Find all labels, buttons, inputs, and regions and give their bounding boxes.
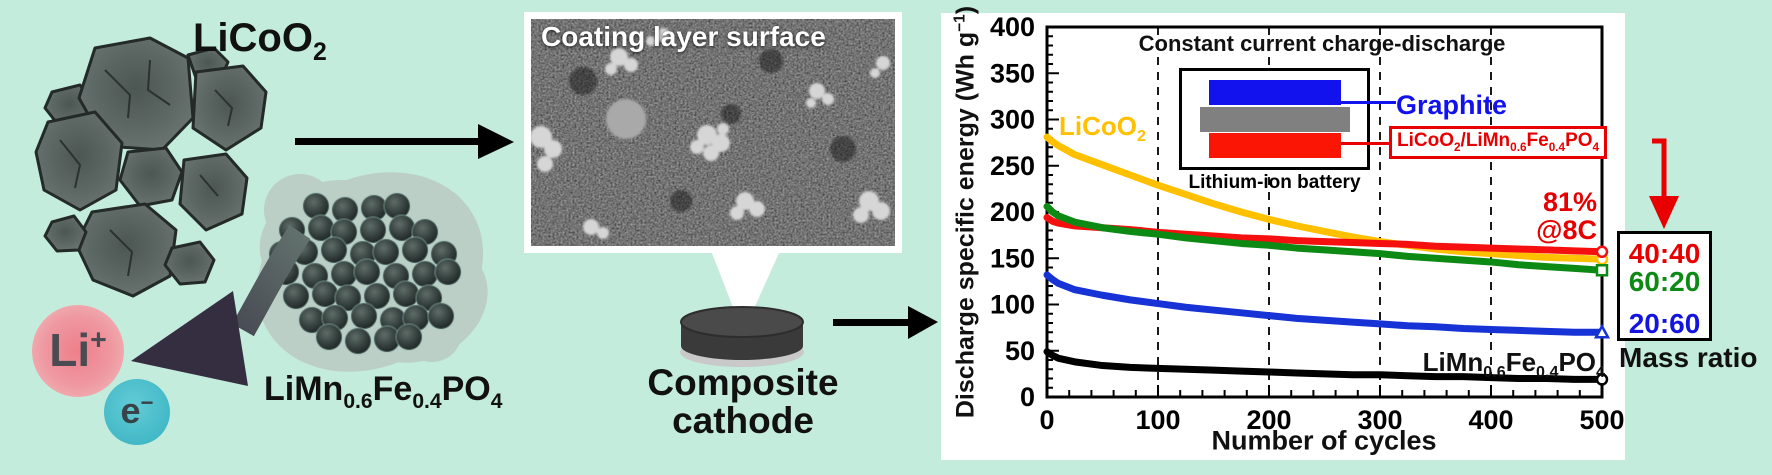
x-tick-label: 0: [1039, 405, 1054, 435]
y-tick-label: 250: [990, 151, 1035, 181]
licoo2-series-label: LiCoO2: [1059, 111, 1146, 146]
mass-ratio-40-40: 40:40: [1628, 238, 1701, 269]
mass-ratio-box: 40:40 60:20 20:60: [1617, 231, 1712, 341]
y-tick-label: 400: [990, 13, 1035, 42]
series-curve: [1043, 133, 1606, 263]
limnfepo4-particle: [392, 280, 420, 308]
y-axis-title: Discharge specific energy (Wh g−1): [951, 5, 980, 419]
cathode-connector-line: [1341, 142, 1389, 145]
series-curve: [1043, 348, 1606, 383]
sem-image: [530, 19, 895, 246]
cathode-layer: [1209, 133, 1341, 158]
battery-caption: Lithium-ion battery: [1188, 172, 1361, 193]
x-tick-label: 500: [1579, 405, 1624, 435]
limnfepo4-series-label: LiMn0.6Fe0.4PO4: [1422, 347, 1605, 382]
capacity-retention-label: 81% @8C: [1536, 187, 1597, 246]
limnfepo4-particle: [320, 236, 348, 264]
y-tick-label: 200: [990, 197, 1035, 227]
x-axis-title: Number of cycles: [1211, 425, 1437, 456]
y-tick-label: 350: [990, 58, 1035, 88]
x-tick-label: 100: [1135, 405, 1180, 435]
y-tick-label: 50: [1005, 336, 1035, 366]
x-tick-label: 300: [1357, 405, 1402, 435]
series-curve: [1043, 271, 1606, 336]
limnfepo4-particle: [353, 258, 381, 286]
curved-arrow-icon: [131, 225, 311, 386]
funnel-callout: [712, 253, 779, 333]
limnfepo4-particle: [334, 284, 362, 312]
limnfepo4-particle: [350, 302, 378, 330]
limnfepo4-particle: [330, 260, 358, 288]
composite-cathode-caption: Composite cathode: [647, 362, 839, 441]
inset-title: Constant current charge-discharge: [1138, 31, 1506, 56]
limnfepo4-particle: [434, 258, 462, 286]
sem-title: Coating layer surface: [541, 21, 826, 52]
series-end-marker: [1595, 264, 1609, 277]
electron-label: e−: [120, 390, 154, 431]
series-end-marker: [1593, 323, 1611, 339]
graphite-layer: [1209, 80, 1341, 105]
arrow-right-icon: [295, 124, 514, 159]
limnfepo4-particle: [411, 260, 439, 288]
y-tick-label: 150: [990, 243, 1035, 273]
composite-cathode-disk: [680, 306, 804, 367]
graphite-label: Graphite: [1396, 90, 1508, 120]
limnfepo4-particle: [359, 216, 387, 244]
li-ion-circle: [32, 305, 124, 397]
limnfepo4-label: LiMn0.6Fe0.4PO4: [264, 370, 503, 413]
y-tick-label: 300: [990, 105, 1035, 135]
cycling-performance-chart: 0 100 200 300 400 500 0 50 100 150 200 250 300 350 400: [990, 12, 1625, 435]
li-ion-label: Li+: [49, 324, 107, 376]
limnfepo4-particle: [315, 323, 343, 351]
limnfepo4-particle: [344, 327, 372, 355]
limnfepo4-particle: [427, 302, 455, 330]
composite-cathode-chart-label: LiCoO2/LiMn0.6Fe0.4PO4: [1389, 126, 1608, 159]
chart-panel: 0 100 200 300 400 500 0 50 100 150 200 250 300 350 400…: [941, 6, 1625, 460]
licoo2-label: LiCoO2: [193, 16, 327, 66]
graphite-connector-line: [1341, 101, 1396, 104]
x-tick-label: 200: [1246, 405, 1291, 435]
separator-layer: [1200, 107, 1350, 132]
battery-schematic-box: [1179, 68, 1370, 170]
sem-image-panel: Coating layer surface: [524, 12, 902, 253]
limnfepo4-particle: [395, 323, 423, 351]
limnfepo4-particle: [372, 238, 400, 266]
limnfepo4-particle: [282, 282, 310, 310]
series-end-marker: [1595, 373, 1609, 386]
mass-ratio-60-20: 60:20: [1628, 266, 1701, 297]
y-tick-label: 100: [990, 290, 1035, 320]
mass-ratio-caption: Mass ratio: [1619, 342, 1758, 373]
x-tick-label: 400: [1468, 405, 1513, 435]
arrow-right-chart-icon: [833, 306, 938, 339]
limnfepo4-particle: [363, 282, 391, 310]
limnfepo4-particle: [311, 280, 339, 308]
series-curve: [1043, 202, 1606, 274]
mass-ratio-20-60: 20:60: [1628, 308, 1701, 339]
y-tick-label: 0: [1020, 382, 1035, 412]
series-end-marker: [1595, 245, 1609, 259]
limnfepo4-particle: [401, 236, 429, 264]
electron-circle: [104, 379, 170, 445]
plot-frame: [1045, 25, 1604, 399]
licoo2-cluster-illustration: [34, 36, 268, 298]
